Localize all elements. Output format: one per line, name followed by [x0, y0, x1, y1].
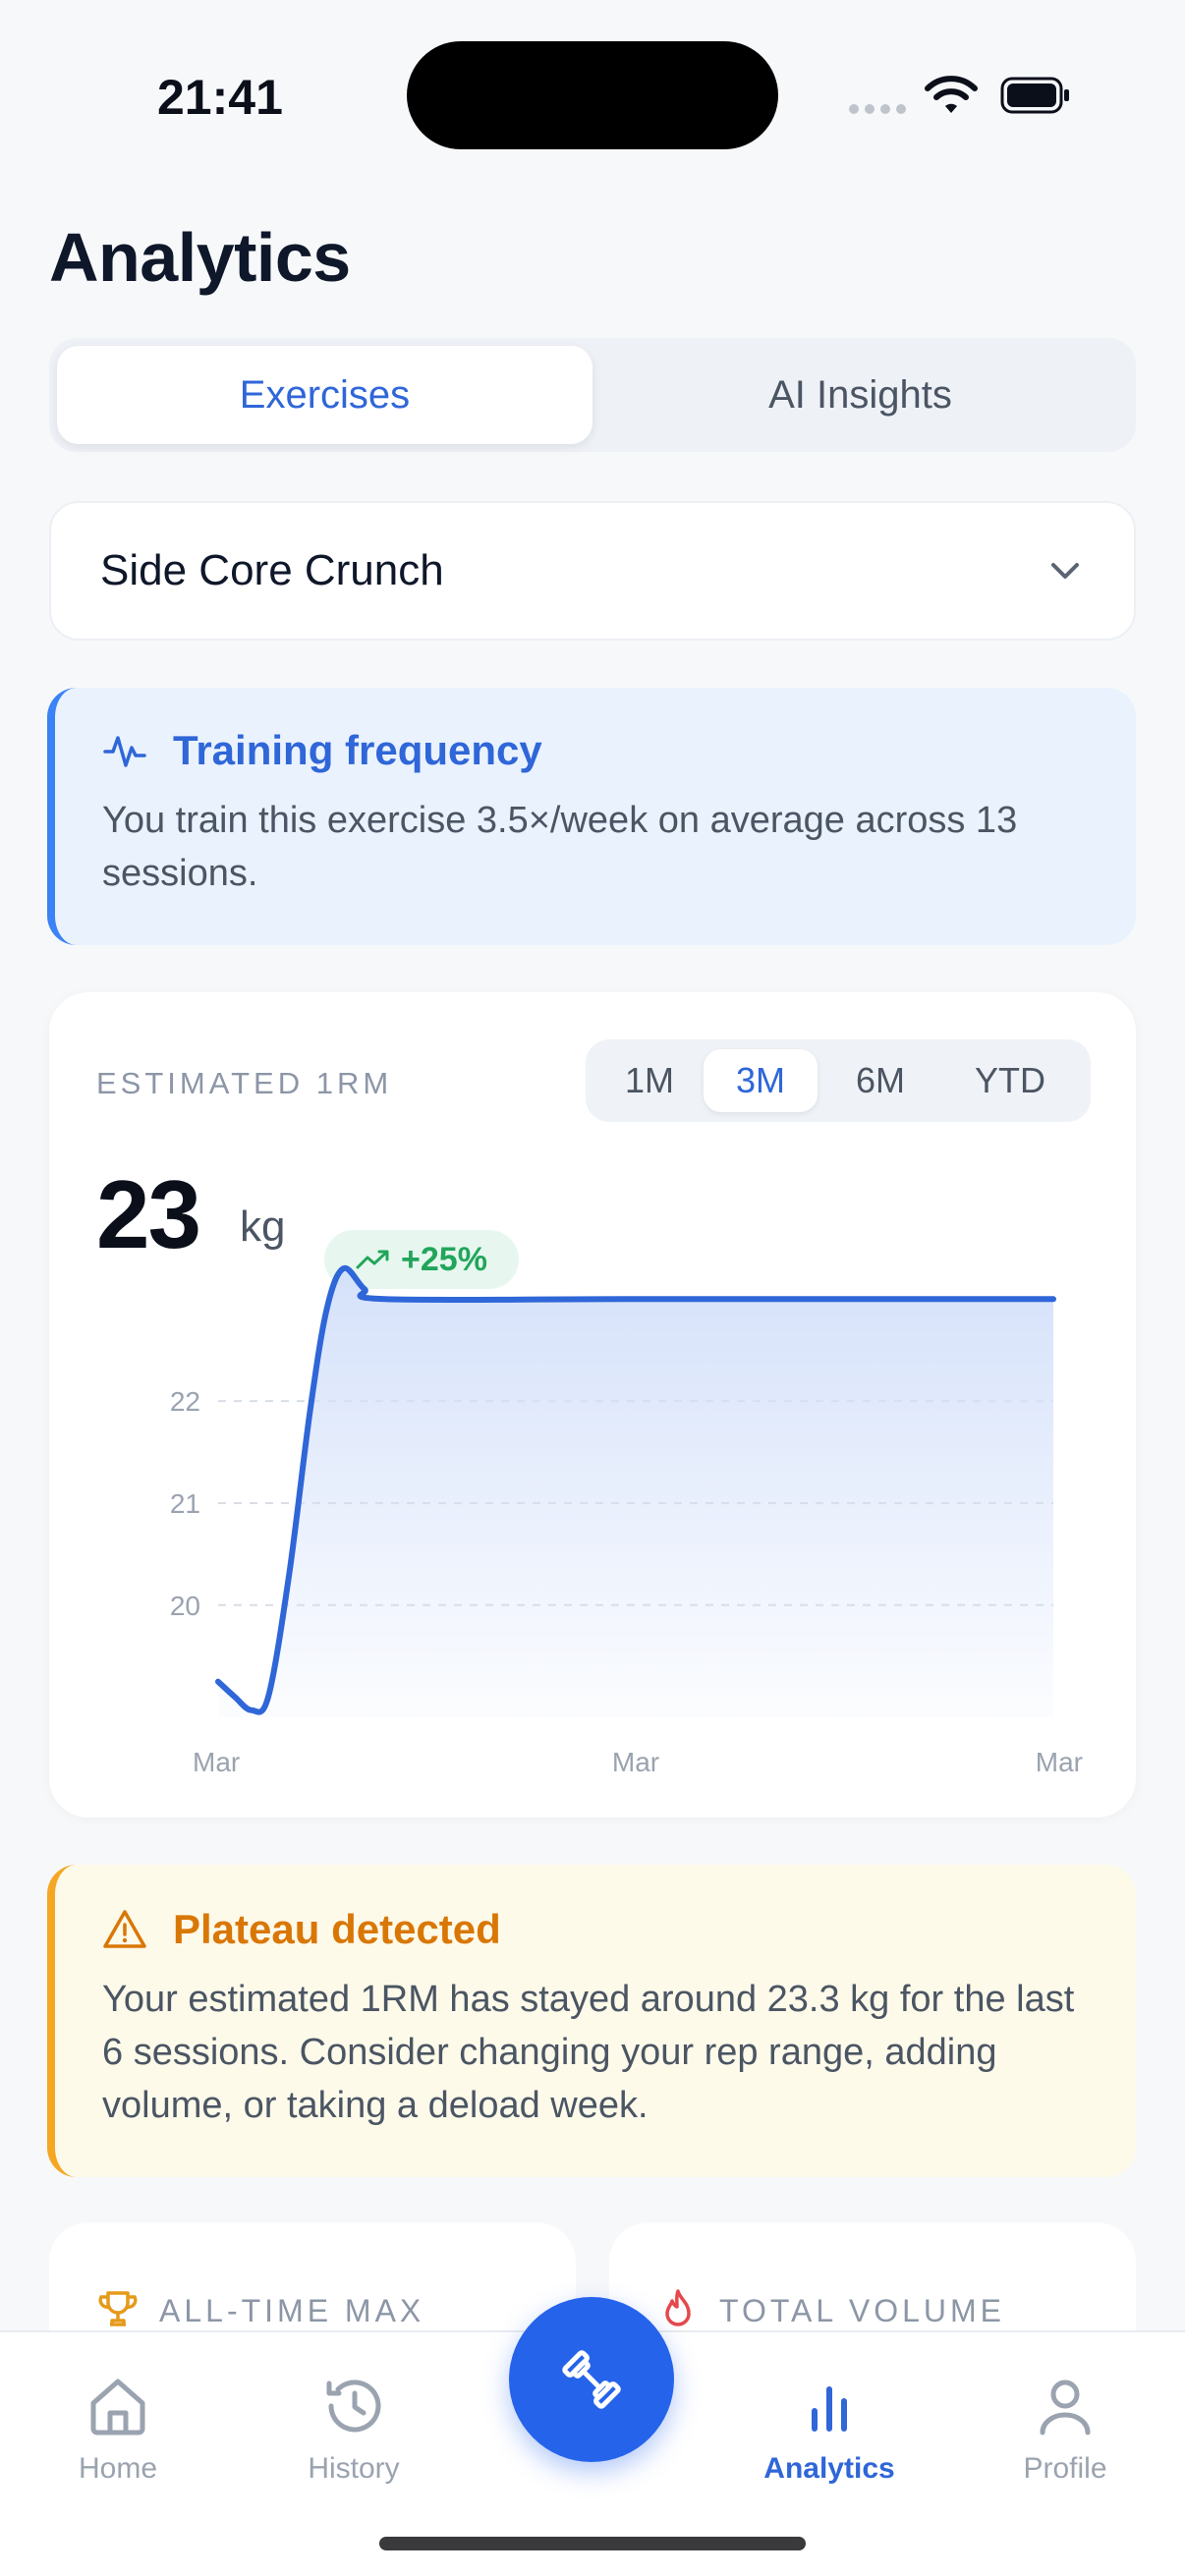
plateau-card: Plateau detected Your estimated 1RM has … — [47, 1865, 1136, 2177]
x-tick-label: Mar — [612, 1747, 659, 1777]
battery-icon — [1000, 77, 1069, 114]
nav-home[interactable]: Home — [29, 2372, 206, 2486]
cellular-signal-icon — [849, 104, 906, 114]
trophy-icon — [98, 2291, 138, 2326]
range-ytd[interactable]: YTD — [975, 1060, 1045, 1100]
exercise-select-value: Side Core Crunch — [100, 546, 444, 594]
y-tick-label: 20 — [170, 1591, 200, 1621]
page-title: Analytics — [49, 219, 351, 296]
nav-analytics[interactable]: Analytics — [741, 2372, 918, 2486]
range-6m[interactable]: 6M — [855, 1060, 905, 1100]
range-3m[interactable]: 3M — [704, 1049, 818, 1112]
nav-history-label: History — [308, 2452, 400, 2485]
total-volume-label: TOTAL VOLUME — [719, 2293, 1006, 2328]
all-time-max-label: ALL-TIME MAX — [159, 2293, 425, 2328]
nav-profile[interactable]: Profile — [977, 2372, 1154, 2486]
change-value: +25% — [401, 1240, 487, 1278]
plateau-title: Plateau detected — [173, 1906, 501, 1952]
nav-home-label: Home — [78, 2452, 158, 2485]
tab-ai-insights[interactable]: AI Insights — [768, 372, 952, 417]
dynamic-island — [407, 41, 778, 149]
training-frequency-title: Training frequency — [173, 727, 542, 773]
analytics-tabs: Exercises AI Insights — [49, 338, 1136, 452]
profile-icon — [1040, 2380, 1091, 2436]
wifi-icon — [925, 76, 978, 113]
chart-area-fill — [218, 1267, 1053, 1717]
y-tick-label: 21 — [170, 1488, 200, 1519]
y-tick-label: 22 — [170, 1386, 200, 1417]
tab-exercises[interactable]: Exercises — [57, 346, 592, 444]
nav-analytics-label: Analytics — [763, 2452, 895, 2485]
estimated-1rm-chart: 20 21 22 Mar Mar Mar — [170, 1264, 1083, 1777]
estimated-1rm-value: 23 — [96, 1160, 201, 1268]
home-indicator — [379, 2537, 806, 2550]
flame-icon — [665, 2289, 691, 2326]
exercise-select[interactable]: Side Core Crunch — [49, 501, 1136, 641]
x-tick-label: Mar — [1036, 1747, 1083, 1777]
chart-line — [215, 1264, 1056, 1715]
plateau-text: Your estimated 1RM has stayed around 23.… — [102, 1979, 1075, 2126]
time-range-selector: 1M 3M 6M YTD — [586, 1039, 1091, 1122]
chevron-down-icon — [1051, 563, 1079, 579]
trending-up-icon — [356, 1250, 389, 1269]
status-time: 21:41 — [157, 70, 283, 125]
bar-chart-icon — [812, 2386, 847, 2432]
estimated-1rm-card: ESTIMATED 1RM 1M 3M 6M YTD 23 kg +25% 20… — [49, 992, 1136, 1818]
activity-icon — [103, 736, 146, 767]
training-frequency-card: Training frequency You train this exerci… — [47, 688, 1136, 945]
nav-history[interactable]: History — [265, 2372, 442, 2486]
estimated-1rm-unit: kg — [240, 1203, 286, 1251]
range-1m[interactable]: 1M — [624, 1060, 674, 1100]
metric-label: ESTIMATED 1RM — [96, 1066, 393, 1100]
warning-icon — [103, 1910, 146, 1948]
start-workout-button[interactable] — [509, 2297, 674, 2462]
history-icon — [326, 2380, 381, 2433]
x-tick-label: Mar — [193, 1747, 240, 1777]
dumbbell-icon — [562, 2350, 621, 2409]
nav-profile-label: Profile — [1023, 2452, 1107, 2485]
home-icon — [90, 2379, 145, 2436]
training-frequency-text: You train this exercise 3.5×/week on ave… — [102, 800, 1018, 894]
